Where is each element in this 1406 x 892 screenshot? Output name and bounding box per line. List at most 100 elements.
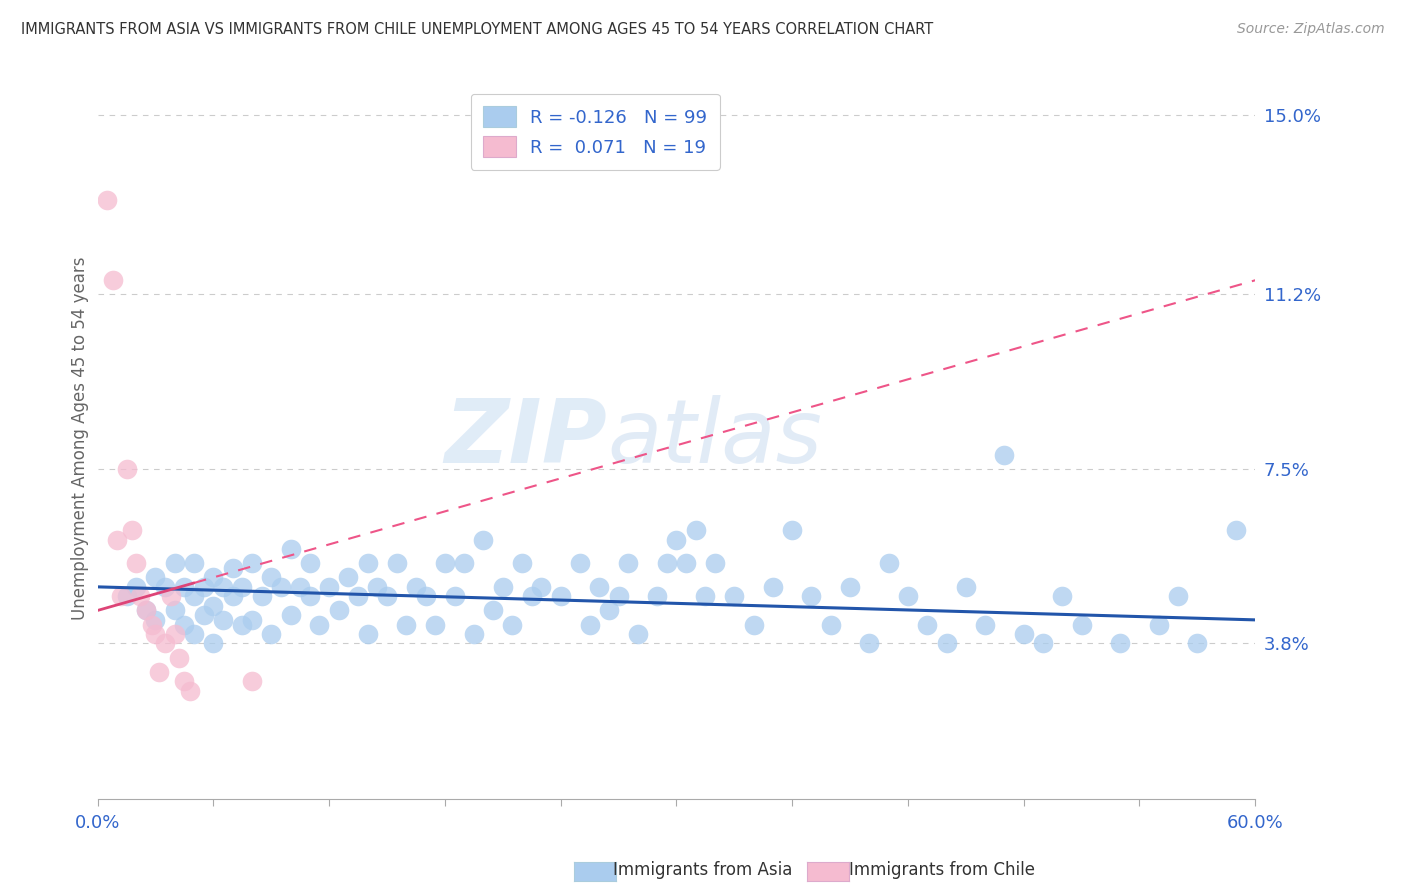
Point [645,589,668,603]
Text: Immigrants from Asia: Immigrants from Asia [613,861,793,879]
Point [135,603,157,617]
Point [974,617,997,632]
Point [607,589,630,603]
Point [347,589,370,603]
Point [173,617,195,632]
Point [695,589,717,603]
Legend: R = -0.126   N = 99, R =  0.071   N = 19: R = -0.126 N = 99, R = 0.071 N = 19 [471,94,720,169]
Point [482,603,505,617]
Point [405,580,427,594]
Point [993,448,1015,462]
Point [568,556,591,570]
Point [202,636,225,650]
Point [173,580,195,594]
Point [453,556,475,570]
Point [141,617,163,632]
Point [145,570,167,584]
Point [357,627,380,641]
Point [101,273,124,287]
Point [231,580,253,594]
Point [240,556,263,570]
Point [1225,523,1247,537]
Point [1032,636,1054,650]
Point [935,636,957,650]
Point [125,556,148,570]
Point [1052,589,1074,603]
Point [433,556,456,570]
Point [270,580,292,594]
Point [125,580,148,594]
Point [492,580,515,594]
Point [221,561,243,575]
Point [231,617,253,632]
Point [588,580,610,594]
Point [121,523,143,537]
Point [800,589,823,603]
Point [163,556,186,570]
Y-axis label: Unemployment Among Ages 45 to 54 years: Unemployment Among Ages 45 to 54 years [72,257,89,620]
Point [298,589,321,603]
Text: Immigrants from Chile: Immigrants from Chile [849,861,1035,879]
Point [193,580,215,594]
Point [425,617,447,632]
Point [163,603,186,617]
Point [202,599,225,613]
Point [915,617,938,632]
Point [1147,617,1170,632]
Text: IMMIGRANTS FROM ASIA VS IMMIGRANTS FROM CHILE UNEMPLOYMENT AMONG AGES 45 TO 54 Y: IMMIGRANTS FROM ASIA VS IMMIGRANTS FROM … [21,22,934,37]
Point [288,580,311,594]
Point [129,589,152,603]
Point [665,533,688,547]
Point [742,617,765,632]
Point [780,523,803,537]
Point [627,627,650,641]
Point [723,589,745,603]
Point [415,589,437,603]
Point [115,589,138,603]
Point [110,589,132,603]
Point [858,636,880,650]
Point [308,617,330,632]
Point [163,627,186,641]
Point [655,556,678,570]
Point [280,608,302,623]
Point [598,603,620,617]
Point [183,589,205,603]
Point [145,613,167,627]
Point [183,627,205,641]
Point [135,603,157,617]
Point [510,556,533,570]
Point [395,617,418,632]
Point [578,617,600,632]
Point [443,589,465,603]
Point [617,556,640,570]
Point [550,589,572,603]
Point [260,570,283,584]
Point [202,570,225,584]
Point [318,580,340,594]
Point [96,193,118,207]
Point [472,533,495,547]
Point [173,674,195,689]
Point [183,556,205,570]
Point [328,603,350,617]
Point [193,608,215,623]
Point [955,580,977,594]
Point [897,589,920,603]
Point [1187,636,1209,650]
Point [820,617,842,632]
Point [463,627,485,641]
Point [375,589,398,603]
Point [298,556,321,570]
Point [115,462,138,476]
Point [221,589,243,603]
Point [240,613,263,627]
Text: atlas: atlas [607,395,823,482]
Text: ZIP: ZIP [444,395,607,482]
Point [179,683,201,698]
Point [160,589,183,603]
Point [675,556,697,570]
Point [167,650,190,665]
Point [704,556,727,570]
Point [337,570,360,584]
